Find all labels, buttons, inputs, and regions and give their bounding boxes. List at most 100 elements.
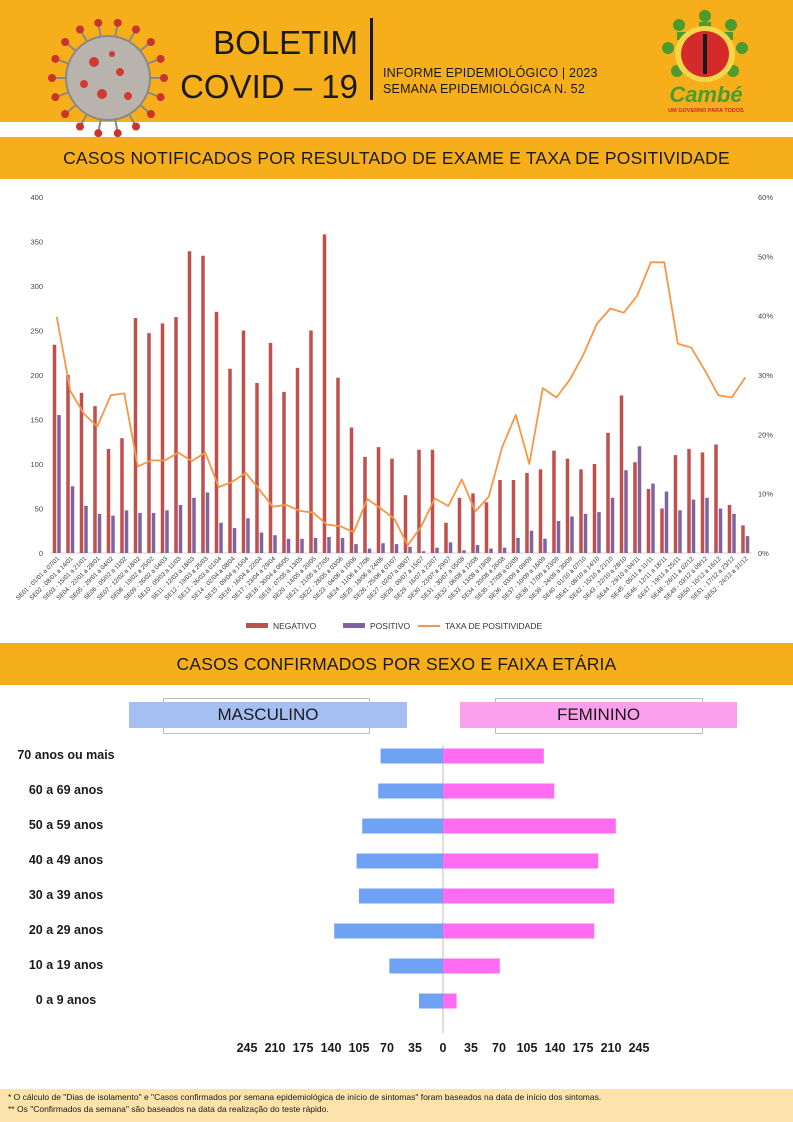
bar-negativo [187,251,192,553]
x-tick-label: 175 [573,1041,594,1055]
bar-feminino [443,888,615,904]
y2-tick-label: 0% [758,549,769,558]
virus-spike-tip [94,18,103,27]
bar-negativo [646,488,651,553]
y-tick-label: 250 [30,327,43,336]
virus-spike-tip [51,54,60,63]
bar-positivo [286,538,291,553]
bar-positivo [381,543,385,553]
bar-positivo [624,470,628,553]
bar-positivo [192,497,196,553]
x-tick-label: 140 [321,1041,342,1055]
x-tick-label: 35 [464,1041,478,1055]
bar-negativo [633,462,637,553]
bar-positivo [165,510,169,553]
virus-spike-tip [156,93,165,102]
bar-feminino [443,958,500,974]
x-tick-label: 70 [492,1041,506,1055]
bar-positivo [448,542,453,553]
footnote-2: ** Os "Confirmados da semana" são basead… [8,1104,329,1114]
x-tick-label: 105 [349,1041,370,1055]
bar-positivo [232,528,237,553]
y2-tick-label: 50% [758,252,773,261]
bar-positivo [610,497,615,553]
bar-negativo [741,525,745,553]
logo-tagline: UM GOVERNO PARA TODOS [668,108,744,114]
bar-negativo [52,344,57,553]
bar-positivo [435,547,439,553]
virus-spike-tip [94,129,103,138]
bar-negativo [538,469,543,553]
age-group-label: 60 a 69 anos [28,783,104,797]
bar-negativo [147,333,151,553]
virus-spike-tip [113,129,122,138]
virus-spike-tip [156,54,165,63]
subtitle-report: INFORME EPIDEMIOLÓGICO | 2023 [383,66,598,80]
bar-positivo [340,537,345,553]
y2-tick-label: 20% [758,430,773,439]
bar-negativo [66,375,70,553]
bar-negativo [255,383,259,553]
bar-negativo [444,522,448,553]
x-tick-label: 210 [601,1041,622,1055]
bar-negativo [295,367,300,553]
bar-negativo [471,493,475,553]
bar-positivo [678,510,682,553]
bar-negativo [592,464,597,553]
age-group-label: 70 anos ou mais [17,748,115,762]
bar-negativo [106,448,111,553]
x-tick-label: 245 [629,1041,650,1055]
bar-masculino [389,958,443,974]
bar-positivo [502,547,507,553]
logo-name: Cambé [669,82,743,107]
y-tick-label: 100 [30,460,43,469]
subtitle-week: SEMANA EPIDEMIOLÓGICA N. 52 [383,82,585,96]
bar-positivo [246,518,250,553]
x-tick-label: 140 [545,1041,566,1055]
bar-positivo [394,544,399,553]
virus-spike-tip [48,74,56,82]
bar-positivo [718,508,723,553]
bar-positivo [408,546,412,553]
bar-negativo [376,447,381,553]
bar-negativo [579,469,583,553]
bar-feminino [443,783,555,799]
bar-feminino [443,923,595,939]
x-tick-label: 0 [440,1041,447,1055]
bar-negativo [457,497,462,553]
bar-masculino [359,888,443,904]
bar-positivo [745,536,750,553]
y-tick-label: 300 [30,282,43,291]
y-tick-label: 200 [30,371,43,380]
bar-positivo [124,510,129,553]
bar-positivo [691,499,696,553]
cambe-logo-icon [662,10,748,82]
header-band: BOLETIM COVID – 19 INFORME EPIDEMIOLÓGIC… [0,0,793,138]
virus-spike-tip [160,74,168,82]
bar-positivo [57,415,61,553]
chart2-title: CASOS CONFIRMADOS POR SEXO E FAIXA ETÁRI… [176,654,617,674]
bar-positivo [705,497,709,553]
bar-positivo [583,513,588,553]
line-taxa-positividade [55,261,747,547]
x-tick-label: 35 [408,1041,422,1055]
bar-negativo [390,458,394,553]
y2-tick-label: 30% [758,371,773,380]
bar-negativo [525,472,529,553]
bar-negativo [322,234,327,553]
chart-sex-age: 245 210 175 140 105 70 35 0 35 70 105 140 175 210 245 [237,745,650,1055]
bar-negativo [552,450,556,553]
bar-masculino [356,853,443,869]
bar-negativo [700,452,705,553]
bar-feminino [443,853,599,869]
bar-negativo [228,368,232,553]
bar-positivo [259,532,264,553]
legend-label: POSITIVO [370,621,411,631]
bar-positivo [570,516,574,553]
bar-masculino [362,818,443,834]
bar-positivo [97,513,102,553]
bar-positivo [178,504,183,553]
bar-masculino [380,748,443,764]
bar-feminino [443,993,457,1009]
bar-positivo [556,520,561,553]
